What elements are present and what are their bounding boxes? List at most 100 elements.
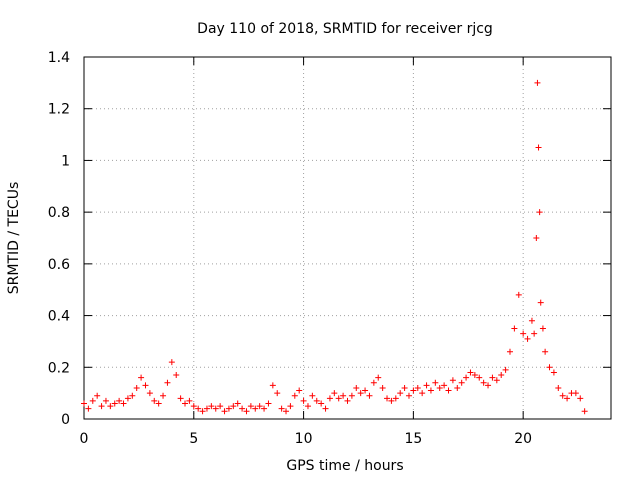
chart-title: Day 110 of 2018, SRMTID for receiver rjc…: [197, 21, 493, 37]
data-point: [94, 392, 101, 399]
data-point: [274, 390, 281, 397]
x-tick-label: 10: [295, 431, 313, 447]
data-point: [388, 397, 395, 404]
data-series: [81, 79, 588, 415]
data-point: [124, 395, 131, 402]
x-axis-label: GPS time / hours: [286, 458, 403, 474]
data-point: [234, 400, 241, 407]
data-point: [265, 400, 272, 407]
data-point: [539, 325, 546, 332]
data-point: [300, 397, 307, 404]
data-point: [208, 403, 215, 410]
data-point: [146, 390, 153, 397]
data-point: [291, 392, 298, 399]
data-point: [419, 390, 426, 397]
data-point: [515, 291, 522, 298]
data-point: [199, 408, 206, 415]
data-point: [221, 408, 228, 415]
data-point: [252, 405, 259, 412]
data-point: [520, 330, 527, 337]
data-point: [81, 400, 87, 407]
data-point: [318, 400, 325, 407]
data-point: [142, 382, 149, 389]
y-tick-label: 0.8: [48, 205, 70, 221]
y-axis-label: SRMTID / TECUs: [6, 182, 22, 295]
x-tick-label: 20: [514, 431, 532, 447]
data-point: [177, 395, 184, 402]
data-point: [506, 348, 513, 355]
data-point: [243, 408, 250, 415]
data-point: [441, 382, 448, 389]
data-point: [133, 384, 140, 391]
data-point: [572, 390, 579, 397]
data-point: [155, 400, 162, 407]
data-point: [397, 390, 404, 397]
series-srmtid: [81, 79, 588, 415]
data-point: [304, 403, 311, 410]
data-point: [550, 369, 557, 376]
x-tick-label: 5: [189, 431, 198, 447]
data-point: [173, 372, 180, 379]
data-point: [537, 299, 544, 306]
data-point: [366, 392, 373, 399]
data-point: [528, 317, 535, 324]
data-point: [89, 397, 96, 404]
data-point: [340, 392, 347, 399]
data-point: [524, 335, 531, 342]
plot-frame: [83, 56, 612, 420]
data-point: [269, 382, 276, 389]
data-point: [414, 384, 421, 391]
data-point: [313, 397, 320, 404]
y-tick-label: 1.2: [48, 102, 70, 118]
data-point: [511, 325, 518, 332]
data-point: [239, 405, 246, 412]
data-point: [463, 374, 470, 381]
data-point: [160, 392, 167, 399]
data-point: [379, 384, 386, 391]
data-point: [542, 348, 549, 355]
data-point: [559, 392, 566, 399]
data-point: [138, 374, 145, 381]
data-point: [485, 382, 492, 389]
data-point: [186, 397, 193, 404]
data-point: [111, 400, 118, 407]
data-point: [102, 397, 109, 404]
data-point: [546, 364, 553, 371]
data-point: [502, 366, 509, 373]
x-tick-label: 0: [80, 431, 89, 447]
grid-lines: [84, 57, 611, 419]
data-point: [401, 384, 408, 391]
data-point: [405, 392, 412, 399]
x-tick-label: 15: [404, 431, 422, 447]
data-point: [256, 403, 263, 410]
data-point: [190, 403, 197, 410]
data-point: [498, 372, 505, 379]
data-point: [129, 392, 136, 399]
data-point: [476, 374, 483, 381]
y-tick-label: 0.4: [48, 309, 70, 325]
data-point: [533, 235, 540, 241]
data-point: [225, 405, 232, 412]
data-point: [427, 387, 434, 394]
data-point: [331, 390, 338, 397]
data-point: [151, 397, 158, 404]
data-point: [493, 377, 500, 384]
data-point: [449, 377, 456, 384]
data-point: [278, 405, 285, 412]
axis-ticks: 0 5 10 15 20 0 0.2 0.4 0.6 0.8 1 1.2 1.4: [48, 50, 611, 447]
data-point: [410, 387, 417, 394]
data-point: [467, 369, 474, 376]
data-point: [471, 372, 478, 379]
data-point: [489, 374, 496, 381]
data-point: [375, 374, 382, 381]
data-point: [107, 403, 114, 410]
data-point: [212, 405, 219, 412]
data-point: [392, 395, 399, 402]
data-point: [296, 387, 303, 394]
data-point: [164, 379, 171, 386]
data-point: [195, 405, 202, 412]
data-point: [555, 384, 562, 391]
data-point: [362, 387, 369, 394]
data-point: [480, 379, 487, 386]
